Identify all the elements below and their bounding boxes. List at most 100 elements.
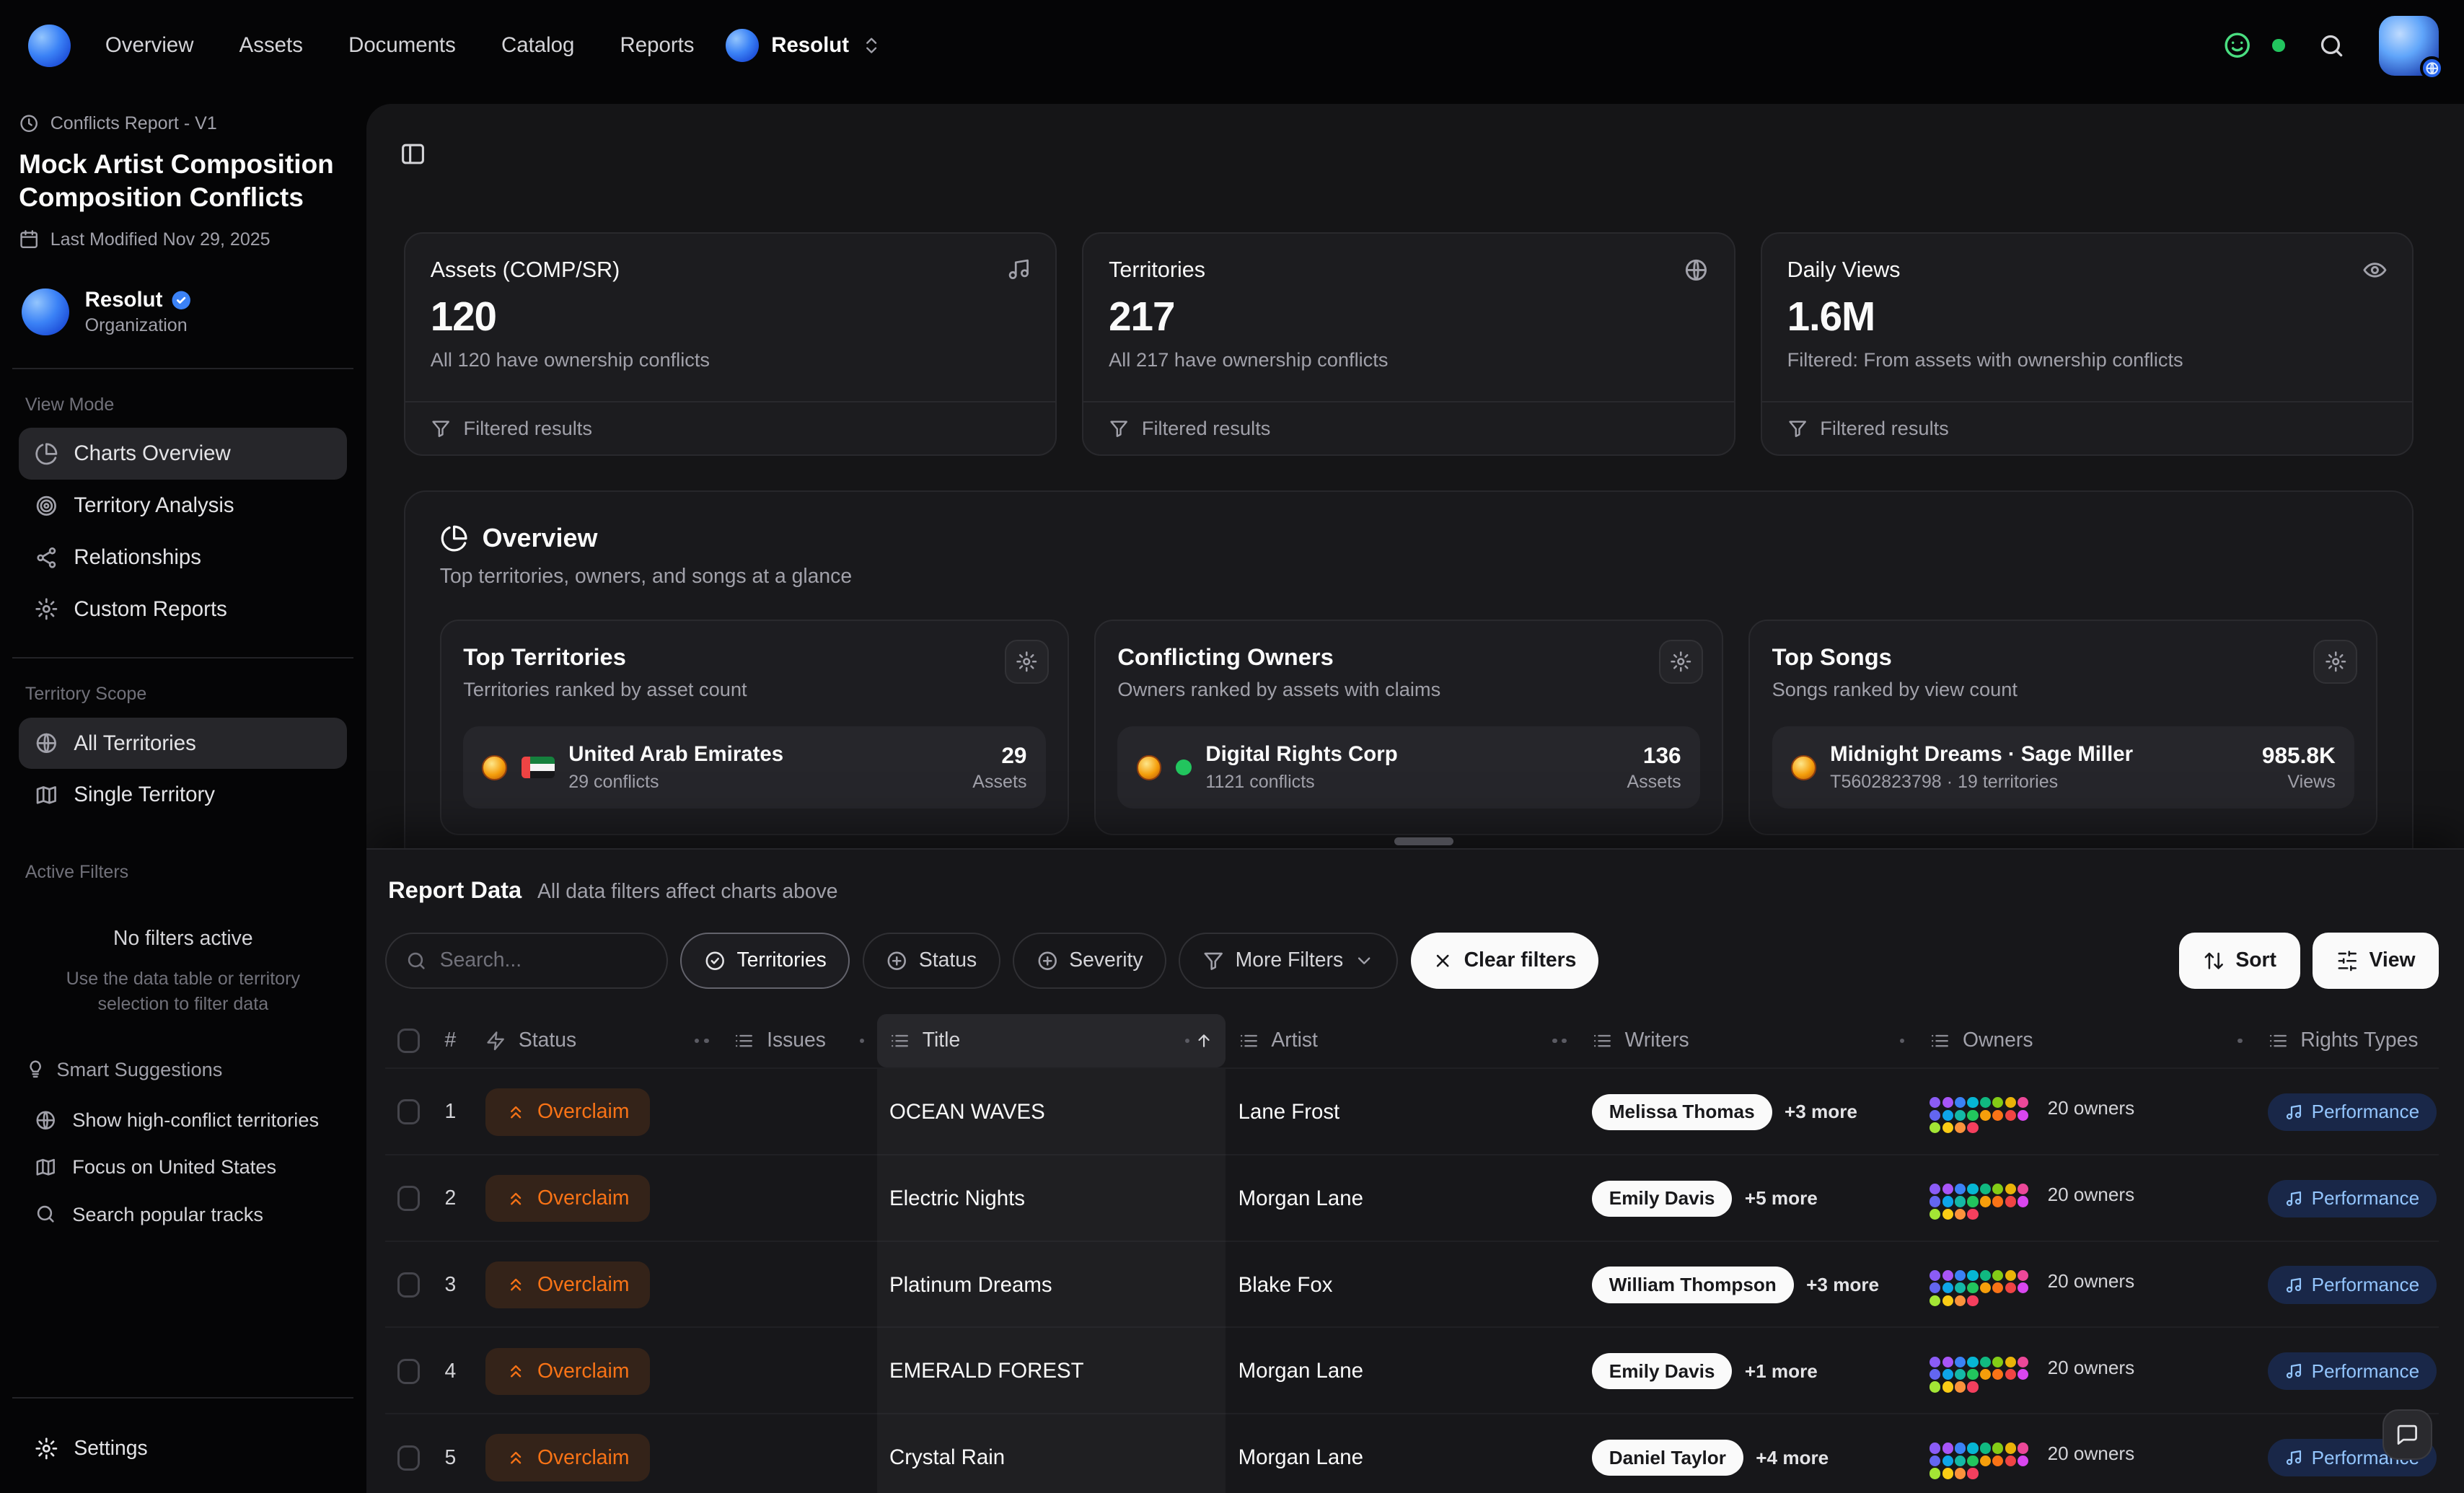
settings-button[interactable]: Settings xyxy=(19,1420,347,1476)
primary-nav: Overview Assets Documents Catalog Report… xyxy=(105,33,695,58)
column-rights-types[interactable]: Rights Types xyxy=(2255,1014,2439,1067)
search-icon[interactable] xyxy=(2318,32,2346,60)
writer-pill: Melissa Thomas xyxy=(1591,1093,1772,1130)
filter-status-button[interactable]: Status xyxy=(862,932,1000,990)
search-input[interactable] xyxy=(439,948,648,973)
suggestion-high-conflict[interactable]: Show high-conflict territories xyxy=(19,1096,347,1143)
top-song-item[interactable]: Midnight Dreams · Sage Miller T560282379… xyxy=(1772,726,2354,809)
column-status[interactable]: Status xyxy=(473,1014,721,1067)
writers-more[interactable]: +4 more xyxy=(1756,1446,1829,1468)
table-row[interactable]: 5 Overclaim Crystal Rain Morgan Lane Dan… xyxy=(384,1413,2439,1492)
top-owner-item[interactable]: Digital Rights Corp 1121 conflicts 136 A… xyxy=(1117,726,1700,809)
brand-logo-icon[interactable] xyxy=(28,24,71,67)
table-row[interactable]: 3 Overclaim Platinum Dreams Blake Fox Wi… xyxy=(384,1240,2439,1327)
column-writers[interactable]: Writers xyxy=(1579,1014,1917,1067)
column-artist[interactable]: Artist xyxy=(1226,1014,1579,1067)
owners-cell: 20 owners xyxy=(1917,1328,2255,1414)
column-resize-handle[interactable] xyxy=(2238,1038,2243,1044)
check-circle-icon xyxy=(705,951,724,970)
card-settings-button[interactable] xyxy=(1004,640,1049,684)
table-row[interactable]: 2 Overclaim Electric Nights Morgan Lane … xyxy=(384,1153,2439,1241)
writers-more[interactable]: +3 more xyxy=(1784,1101,1857,1123)
smart-suggestions-label: Smart Suggestions xyxy=(56,1057,223,1080)
column-issues[interactable]: Issues xyxy=(721,1014,877,1067)
row-checkbox[interactable] xyxy=(397,1099,420,1125)
writers-more[interactable]: +1 more xyxy=(1744,1360,1818,1382)
nav-assets[interactable]: Assets xyxy=(239,33,303,58)
column-owners[interactable]: Owners xyxy=(1917,1014,2255,1067)
clear-filters-button[interactable]: Clear filters xyxy=(1410,932,1598,990)
column-title[interactable]: Title xyxy=(876,1013,1226,1067)
divider xyxy=(12,1396,354,1399)
last-modified: Last Modified Nov 29, 2025 xyxy=(19,229,347,250)
sidebar-item-charts-overview[interactable]: Charts Overview xyxy=(19,428,348,480)
sidebar-item-all-territories[interactable]: All Territories xyxy=(19,717,348,770)
status-smiley-icon[interactable] xyxy=(2222,30,2252,60)
issues-cell xyxy=(721,1069,877,1155)
chat-fab-button[interactable] xyxy=(2382,1409,2433,1460)
x-icon xyxy=(1436,954,1449,967)
sort-arrows-icon xyxy=(2204,952,2223,969)
row-select-cell xyxy=(385,1069,432,1155)
artist-cell: Morgan Lane xyxy=(1238,1186,1363,1210)
panel-left-icon xyxy=(402,144,425,164)
territory-scope-label: Territory Scope xyxy=(25,684,147,705)
nav-overview[interactable]: Overview xyxy=(105,33,194,58)
row-number: 2 xyxy=(444,1186,457,1210)
table-row[interactable]: 4 Overclaim EMERALD FOREST Morgan Lane E… xyxy=(384,1326,2439,1414)
writer-pill: Emily Davis xyxy=(1591,1353,1733,1390)
music-note-icon xyxy=(2286,1450,2301,1466)
org-type-label: Organization xyxy=(84,315,188,336)
suggestion-search-tracks[interactable]: Search popular tracks xyxy=(19,1191,347,1238)
column-resize-handle[interactable] xyxy=(694,1038,709,1044)
pie-chart-icon xyxy=(441,525,467,552)
column-resize-handle[interactable] xyxy=(1899,1038,1905,1044)
select-all-checkbox[interactable] xyxy=(397,1028,420,1054)
row-checkbox[interactable] xyxy=(397,1445,420,1471)
stats-row: Assets (COMP/SR) 120 All 120 have owners… xyxy=(403,232,2414,456)
card-settings-button[interactable] xyxy=(2313,640,2358,684)
sidebar-toggle-button[interactable] xyxy=(395,135,432,172)
owners-count: 20 owners xyxy=(2047,1443,2135,1465)
sort-button[interactable]: Sort xyxy=(2178,932,2300,990)
column-number[interactable]: # xyxy=(432,1014,473,1067)
writers-more[interactable]: +5 more xyxy=(1744,1187,1818,1210)
sidebar-item-territory-analysis[interactable]: Territory Analysis xyxy=(19,480,347,532)
filter-severity-button[interactable]: Severity xyxy=(1013,932,1167,990)
writers-more[interactable]: +3 more xyxy=(1806,1274,1880,1296)
issues-cell xyxy=(721,1328,877,1414)
nav-catalog[interactable]: Catalog xyxy=(501,33,575,58)
user-avatar[interactable] xyxy=(2379,15,2444,81)
panel-drag-handle[interactable] xyxy=(1394,837,1454,845)
row-checkbox[interactable] xyxy=(397,1186,420,1212)
column-resize-handle[interactable] xyxy=(1184,1031,1213,1050)
table-row[interactable]: 1 Overclaim OCEAN WAVES Lane Frost Melis… xyxy=(384,1067,2439,1155)
column-resize-handle[interactable] xyxy=(859,1038,865,1044)
card-settings-button[interactable] xyxy=(1659,640,1704,684)
left-sidebar: Conflicts Report - V1 Mock Artist Compos… xyxy=(0,91,366,1493)
writers-cell: Melissa Thomas +3 more xyxy=(1579,1069,1917,1155)
sidebar-item-relationships[interactable]: Relationships xyxy=(19,532,347,583)
sidebar-org[interactable]: Resolut Organization xyxy=(19,281,347,343)
list-icon xyxy=(736,1034,753,1047)
filter-territories-button[interactable]: Territories xyxy=(680,932,850,990)
more-filters-button[interactable]: More Filters xyxy=(1179,932,1399,990)
owner-status-dot xyxy=(1176,759,1192,776)
org-selector[interactable]: Resolut xyxy=(726,29,882,63)
sidebar-item-single-territory[interactable]: Single Territory xyxy=(19,769,347,821)
sidebar-item-custom-reports[interactable]: Custom Reports xyxy=(19,583,347,635)
nav-reports[interactable]: Reports xyxy=(620,33,695,58)
card-title: Top Songs xyxy=(1772,643,1892,670)
rights-type-pill: Performance xyxy=(2267,1352,2437,1391)
nav-documents[interactable]: Documents xyxy=(348,33,456,58)
row-checkbox[interactable] xyxy=(397,1358,420,1384)
view-button[interactable]: View xyxy=(2313,932,2439,990)
top-territory-item[interactable]: United Arab Emirates 29 conflicts 29 Ass… xyxy=(463,726,1046,809)
row-checkbox[interactable] xyxy=(397,1272,420,1298)
suggestion-focus-us[interactable]: Focus on United States xyxy=(19,1144,347,1191)
sidebar-item-label: Territory Analysis xyxy=(74,493,234,517)
column-resize-handle[interactable] xyxy=(1552,1038,1567,1044)
owners-cell: 20 owners xyxy=(1917,1414,2255,1492)
table-header-row: # Status Issues Title xyxy=(385,1013,2439,1067)
active-filters-label: Active Filters xyxy=(25,862,129,882)
